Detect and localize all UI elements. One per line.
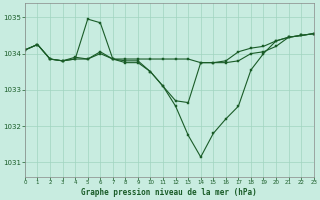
X-axis label: Graphe pression niveau de la mer (hPa): Graphe pression niveau de la mer (hPa) (82, 188, 257, 197)
